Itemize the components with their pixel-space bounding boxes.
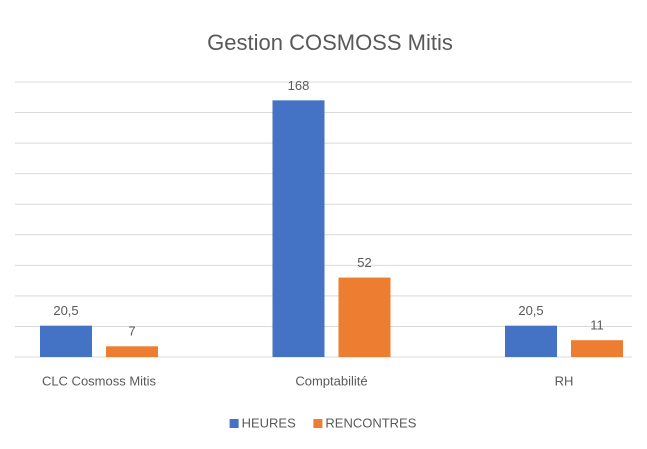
data-label: 20,5 — [518, 303, 543, 318]
data-label: 52 — [357, 255, 371, 270]
bar — [571, 340, 623, 357]
legend-label: RENCONTRES — [325, 415, 416, 430]
bar — [40, 325, 92, 357]
data-label: 11 — [590, 318, 604, 333]
bar — [272, 100, 325, 357]
x-tick-label: Comptabilité — [295, 373, 367, 388]
data-label: 168 — [288, 78, 310, 93]
data-label: 20,5 — [53, 303, 78, 318]
legend-swatch — [229, 419, 239, 428]
legend-label: HEURES — [242, 415, 297, 430]
x-tick-label: CLC Cosmoss Mitis — [42, 373, 157, 388]
x-tick-label: RH — [555, 373, 574, 388]
bar — [505, 325, 557, 357]
bar — [106, 346, 158, 357]
bar — [338, 277, 391, 357]
data-label: 7 — [128, 324, 135, 339]
legend-swatch — [313, 419, 323, 428]
chart-title: Gestion COSMOSS Mitis — [207, 30, 453, 55]
